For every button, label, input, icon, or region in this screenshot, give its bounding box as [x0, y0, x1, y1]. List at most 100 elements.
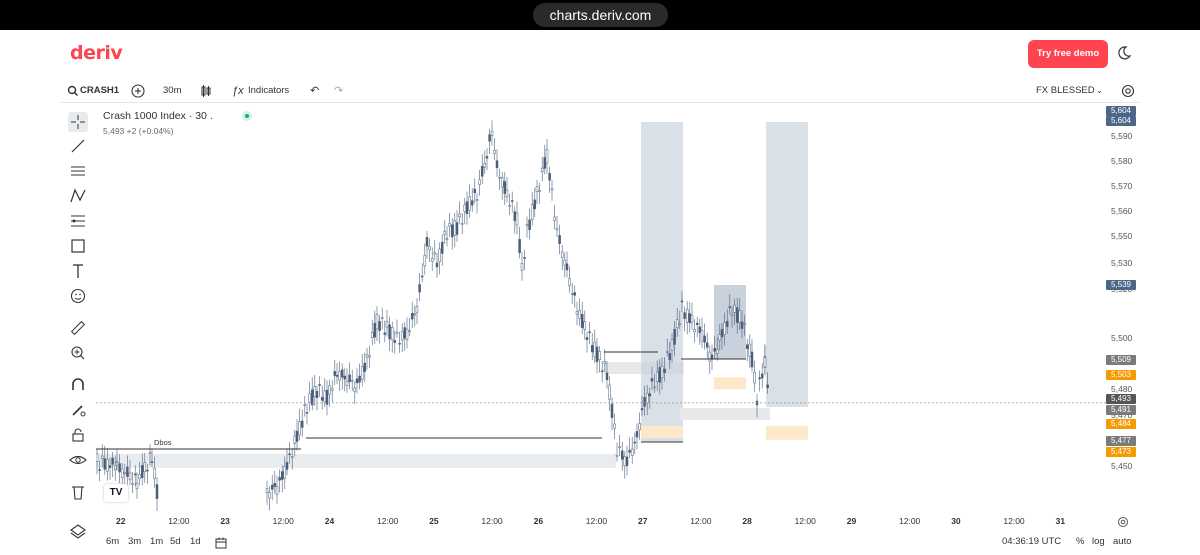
layers-icon[interactable]: [68, 522, 88, 542]
rectangle-icon[interactable]: [68, 236, 88, 256]
axis-settings-icon[interactable]: [1117, 516, 1129, 528]
app-header: [0, 30, 1200, 78]
draw-lock-icon[interactable]: [68, 400, 88, 420]
emoji-icon[interactable]: [68, 286, 88, 306]
text-icon[interactable]: [68, 261, 88, 281]
price-tag: 5,484: [1106, 419, 1136, 429]
parallel-lines-icon[interactable]: [68, 161, 88, 181]
period-6m[interactable]: 6m: [106, 536, 120, 547]
candle-body: [268, 492, 271, 499]
period-3m[interactable]: 3m: [128, 536, 142, 547]
candle-body: [500, 177, 504, 188]
settings-icon[interactable]: [1120, 83, 1136, 99]
candle-body: [480, 166, 484, 177]
price-chart[interactable]: Dbos: [96, 104, 1106, 514]
candle-body: [430, 258, 434, 262]
candle-body: [593, 342, 597, 358]
candle-body: [455, 222, 459, 235]
eye-icon[interactable]: [68, 450, 88, 470]
crosshair-icon[interactable]: [68, 112, 88, 132]
price-label: 5,550: [1111, 231, 1133, 241]
try-free-demo-button[interactable]: Try free demo: [1028, 40, 1108, 68]
candle-body: [718, 334, 722, 341]
candle-body: [310, 389, 314, 406]
candle-body: [650, 378, 654, 382]
candle-body: [428, 246, 431, 251]
date-range-icon[interactable]: [214, 536, 228, 550]
candle-body: [583, 321, 587, 330]
candle-body: [295, 430, 299, 442]
candle-body: [740, 321, 744, 329]
candle-body: [106, 459, 109, 472]
account-selector[interactable]: FX BLESSED: [1036, 85, 1095, 96]
time-label: 12:00: [1003, 516, 1025, 526]
trash-icon[interactable]: [68, 482, 88, 502]
fx-icon[interactable]: ƒx: [232, 85, 244, 97]
price-tag: 5,473: [1106, 447, 1136, 457]
candle-body: [365, 354, 369, 358]
tradingview-logo-icon[interactable]: TV: [104, 484, 128, 502]
candle-body: [108, 465, 112, 468]
interval-selector[interactable]: 30m: [163, 85, 182, 96]
candle-body: [763, 357, 767, 368]
candle-body: [473, 188, 477, 194]
redo-icon[interactable]: ↷: [334, 85, 344, 97]
price-tag: 5,477: [1106, 436, 1136, 446]
price-tag: 5,493: [1106, 394, 1136, 404]
candle-body: [660, 365, 664, 379]
ruler-icon[interactable]: [68, 318, 88, 338]
period-5d[interactable]: 5d: [170, 536, 181, 547]
search-icon[interactable]: [67, 83, 79, 99]
candle-body: [283, 466, 287, 479]
time-axis[interactable]: 22 12:00 23 12:00 24 12:00 25 12:00 26 12:00 27 12:…: [96, 514, 1106, 530]
candle-type-icon[interactable]: [200, 83, 212, 99]
candle-body: [655, 371, 659, 382]
candle-body: [425, 237, 429, 247]
candle-body: [633, 441, 637, 444]
period-1d[interactable]: 1d: [190, 536, 201, 547]
candle-body: [570, 293, 574, 295]
toolbar-divider: [60, 102, 1140, 103]
log-toggle[interactable]: log: [1092, 536, 1105, 547]
candle-body: [418, 284, 421, 293]
auto-toggle[interactable]: auto: [1113, 536, 1132, 547]
url-bar[interactable]: charts.deriv.com: [533, 3, 668, 27]
candle-body: [153, 468, 156, 480]
add-compare-icon[interactable]: [130, 83, 146, 99]
time-label: 12:00: [690, 516, 712, 526]
candle-body: [730, 313, 734, 316]
utc-clock[interactable]: 04:36:19 UTC: [1002, 536, 1062, 547]
zoom-in-icon[interactable]: [68, 343, 88, 363]
trend-line-icon[interactable]: [68, 136, 88, 156]
candle-body: [133, 473, 137, 476]
price-axis[interactable]: 5,6005,5905,5805,5705,5605,5505,5305,520…: [1106, 104, 1138, 514]
candle-body: [553, 216, 556, 222]
deriv-logo[interactable]: deriv: [70, 42, 123, 64]
symbol-selector[interactable]: CRASH1: [80, 85, 120, 96]
chevron-down-icon[interactable]: ⌄: [1096, 86, 1103, 95]
demand-zone: [96, 453, 616, 468]
candle-body: [100, 455, 104, 459]
fibonacci-icon[interactable]: [68, 211, 88, 231]
candle-body: [460, 223, 464, 225]
time-label: 30: [951, 516, 961, 526]
candle-body: [305, 412, 309, 414]
candle-body: [380, 317, 384, 319]
candle-body: [355, 378, 359, 384]
lock-icon[interactable]: [68, 425, 88, 445]
candle-body: [140, 465, 144, 478]
undo-icon[interactable]: ↶: [310, 85, 320, 97]
moon-icon[interactable]: [1116, 45, 1132, 61]
time-label: 12:00: [272, 516, 294, 526]
pattern-icon[interactable]: [68, 186, 88, 206]
indicators-button[interactable]: Indicators: [248, 85, 290, 96]
candle-body: [275, 486, 279, 495]
candle-body: [690, 314, 694, 323]
candle-body: [403, 327, 407, 339]
magnet-icon[interactable]: [68, 375, 88, 395]
candle-body: [488, 134, 491, 142]
period-1m[interactable]: 1m: [150, 536, 164, 547]
candle-body: [280, 471, 284, 480]
percent-toggle[interactable]: %: [1076, 536, 1085, 547]
candle-body: [760, 373, 764, 379]
